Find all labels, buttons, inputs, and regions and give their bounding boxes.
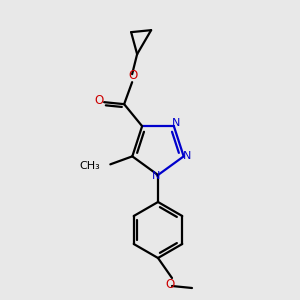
Text: O: O <box>94 94 104 107</box>
Text: N: N <box>152 171 160 181</box>
Text: O: O <box>128 69 138 82</box>
Text: N: N <box>182 151 191 161</box>
Text: N: N <box>172 118 180 128</box>
Text: O: O <box>165 278 175 290</box>
Text: CH₃: CH₃ <box>80 161 100 171</box>
